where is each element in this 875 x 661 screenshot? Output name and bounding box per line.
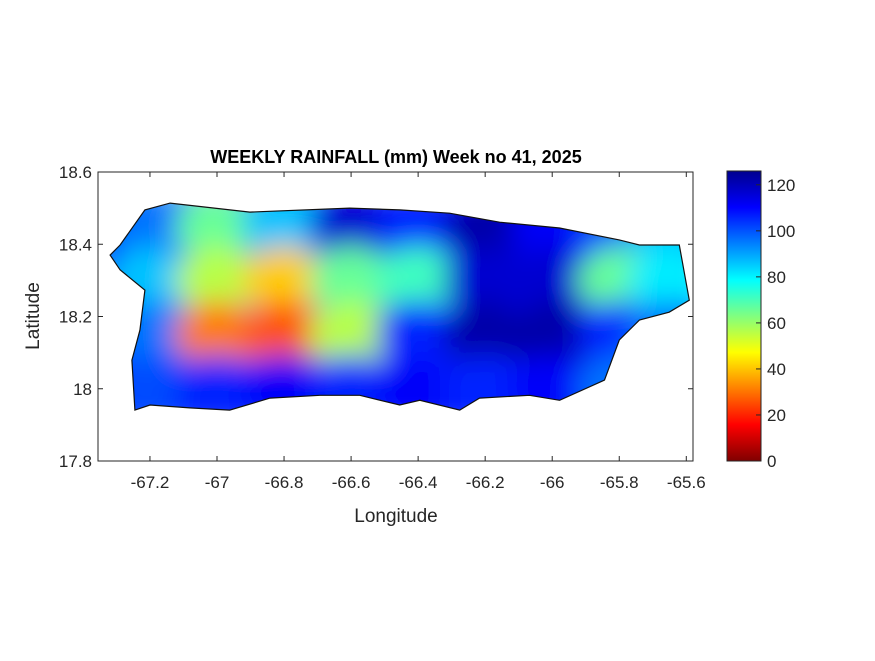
- colorbar-tick-label: 80: [767, 268, 786, 287]
- colorbar-tick-label: 20: [767, 406, 786, 425]
- rainfall-cell: [309, 246, 394, 315]
- colorbar-tick-label: 100: [767, 222, 795, 241]
- rainfall-cell: [627, 300, 690, 369]
- x-tick-label: -66.8: [265, 473, 304, 492]
- rainfall-cell: [242, 300, 327, 369]
- rainfall-cell: [627, 246, 690, 315]
- chart-title: WEEKLY RAINFALL (mm) Week no 41, 2025: [210, 147, 581, 167]
- island-coastline: [109, 202, 690, 411]
- rainfall-cell: [510, 300, 595, 369]
- rainfall-cell: [175, 300, 259, 369]
- rainfall-cell: [510, 246, 595, 315]
- rainfall-cell: [175, 354, 259, 411]
- rainfall-cell: [443, 246, 528, 315]
- colorbar-tick-label: 40: [767, 360, 786, 379]
- x-tick-label: -66.2: [466, 473, 505, 492]
- colorbar-tick-label: 120: [767, 176, 795, 195]
- colorbar-tick-label: 60: [767, 314, 786, 333]
- colorbar: [726, 170, 762, 462]
- x-tick-label: -67.2: [131, 473, 170, 492]
- y-axis-label: Latitude: [23, 282, 44, 350]
- y-tick-label: 18.6: [59, 163, 92, 182]
- rainfall-cell: [242, 246, 327, 315]
- x-tick-label: -65.6: [667, 473, 706, 492]
- rainfall-cell: [577, 354, 662, 411]
- rainfall-cell: [376, 246, 461, 315]
- x-axis-label: Longitude: [354, 506, 437, 527]
- x-tick-label: -65.8: [600, 473, 639, 492]
- x-tick-label: -67: [205, 473, 230, 492]
- y-tick-label: 18.4: [59, 235, 92, 254]
- y-tick-label: 17.8: [59, 452, 92, 471]
- colorbar-tick-label: 0: [767, 452, 776, 471]
- rainfall-cell: [175, 246, 259, 315]
- rainfall-cell: [376, 300, 461, 369]
- x-tick-label: -66.4: [399, 473, 438, 492]
- rainfall-cell: [627, 354, 690, 411]
- rainfall-field: [110, 203, 690, 411]
- x-tick-label: -66.6: [332, 473, 371, 492]
- x-tick-label: -66: [540, 473, 565, 492]
- rainfall-cell: [443, 300, 528, 369]
- rainfall-cell: [309, 300, 394, 369]
- y-tick-label: 18.2: [59, 308, 92, 327]
- y-tick-label: 18: [73, 380, 92, 399]
